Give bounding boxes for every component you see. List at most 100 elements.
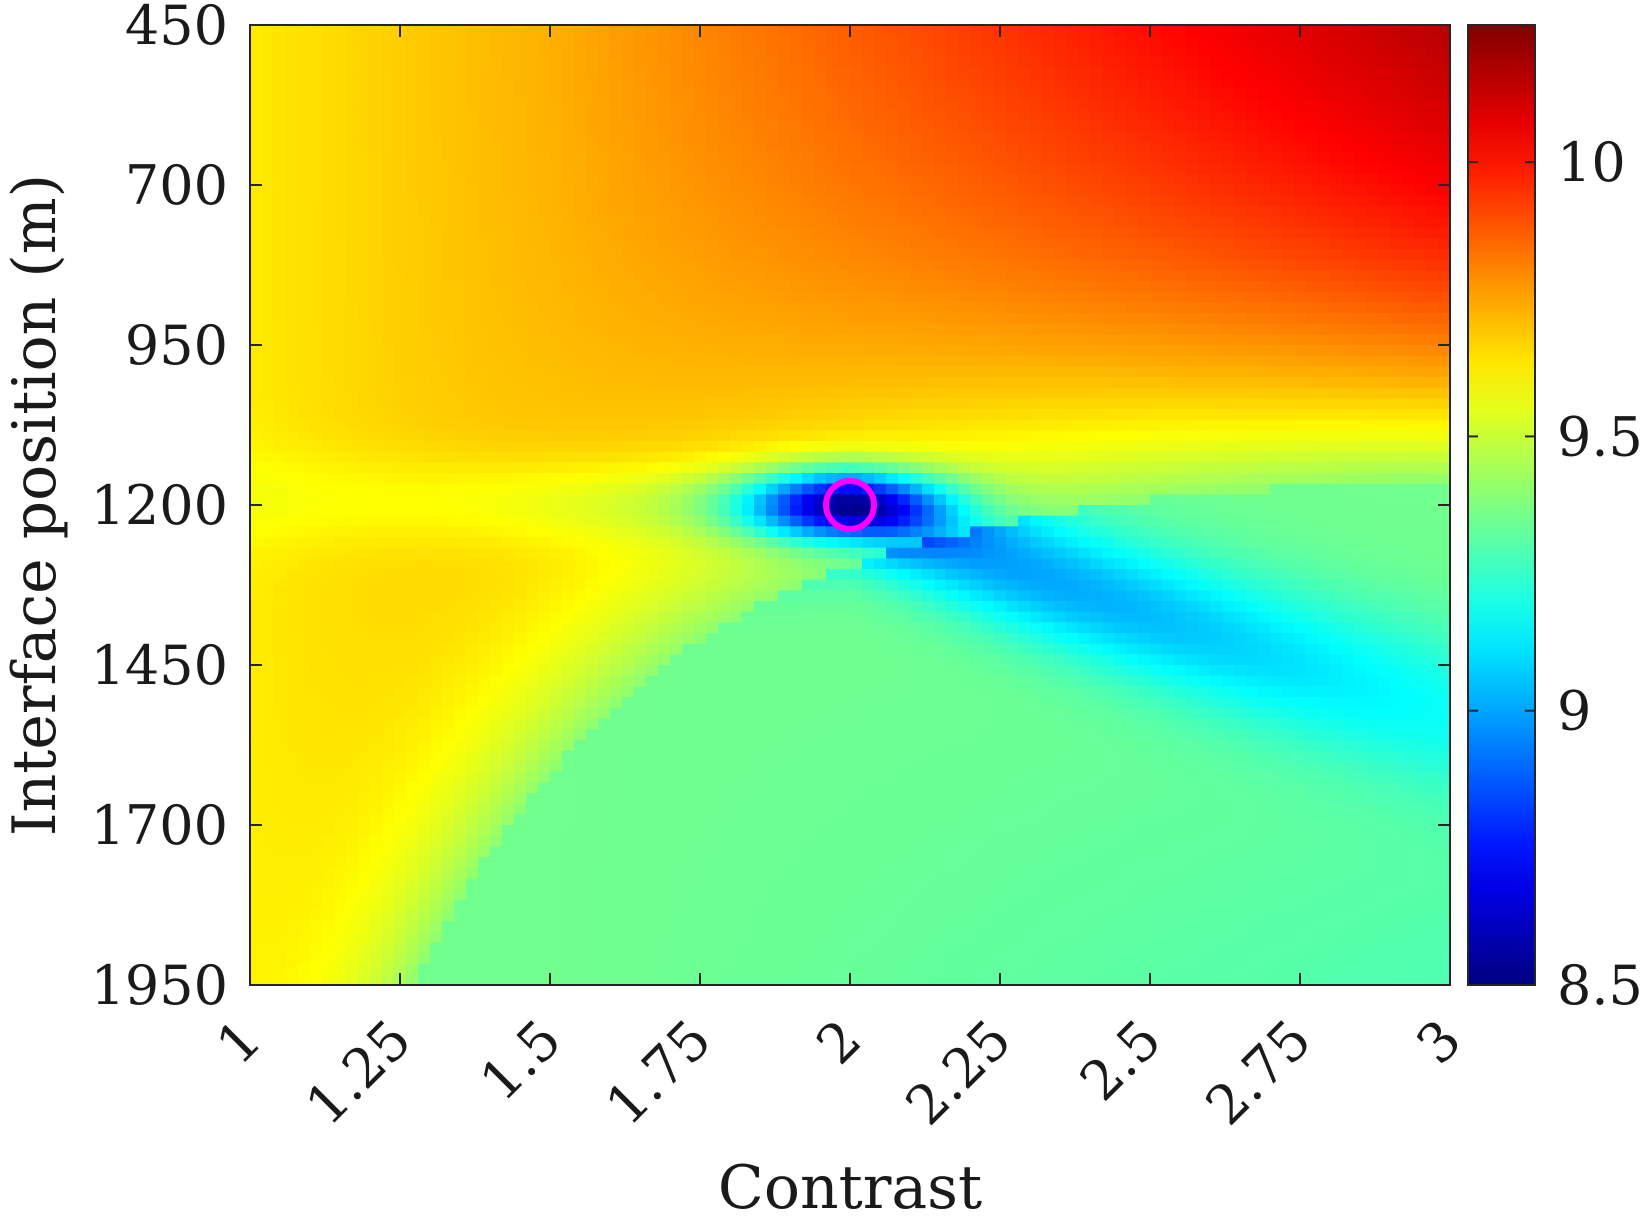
heatmap-cell (718, 57, 731, 69)
heatmap-cell (622, 313, 635, 325)
heatmap-cell (1426, 473, 1439, 485)
heatmap-cell (1402, 377, 1415, 389)
heatmap-cell (874, 249, 887, 261)
heatmap-cell (274, 259, 287, 271)
heatmap-cell (610, 46, 623, 58)
heatmap-cell (1018, 505, 1031, 517)
heatmap-cell (262, 131, 275, 143)
heatmap-cell (1150, 227, 1163, 239)
heatmap-cell (1066, 67, 1079, 79)
heatmap-cell (766, 313, 779, 325)
heatmap-cell (1018, 249, 1031, 261)
heatmap-cell (958, 78, 971, 90)
heatmap-cell (1174, 270, 1187, 282)
heatmap-cell (862, 238, 875, 250)
heatmap-cell (778, 483, 791, 495)
heatmap-cell (754, 249, 767, 261)
heatmap-cell (1258, 163, 1271, 175)
heatmap-cell (1270, 206, 1283, 218)
heatmap-cell (562, 302, 575, 314)
heatmap-cell (262, 430, 275, 442)
heatmap-cell (766, 302, 779, 314)
heatmap-cell (442, 259, 455, 271)
heatmap-cell (1366, 238, 1379, 250)
heatmap-cell (922, 377, 935, 389)
heatmap-cell (886, 483, 899, 495)
heatmap-cell (586, 419, 599, 431)
heatmap-cell (538, 89, 551, 101)
heatmap-cell (298, 334, 311, 346)
heatmap-cell (706, 142, 719, 154)
heatmap-cell (634, 174, 647, 186)
heatmap-cell (586, 462, 599, 474)
heatmap-cell (1414, 409, 1427, 421)
heatmap-cell (418, 398, 431, 410)
heatmap-cell (1294, 153, 1307, 165)
heatmap-cell (406, 99, 419, 111)
heatmap-cell (562, 515, 575, 527)
heatmap-cell (1246, 366, 1259, 378)
heatmap-cell (286, 185, 299, 197)
heatmap-cell (1162, 419, 1175, 431)
heatmap-cell (1018, 163, 1031, 175)
heatmap-cell (1342, 430, 1355, 442)
heatmap-cell (598, 46, 611, 58)
heatmap-cell (1378, 366, 1391, 378)
heatmap-cell (1426, 334, 1439, 346)
heatmap-cell (910, 217, 923, 229)
heatmap-cell (430, 206, 443, 218)
heatmap-cell (850, 142, 863, 154)
heatmap-cell (1006, 110, 1019, 122)
heatmap-cell (1414, 505, 1427, 517)
heatmap-cell (1354, 366, 1367, 378)
heatmap-cell (1234, 185, 1247, 197)
heatmap-cell (898, 419, 911, 431)
heatmap-cell (838, 67, 851, 79)
heatmap-cell (1114, 419, 1127, 431)
heatmap-cell (646, 419, 659, 431)
heatmap-cell (958, 505, 971, 517)
heatmap-cell (1126, 131, 1139, 143)
heatmap-cell (850, 537, 863, 549)
heatmap-cell (274, 110, 287, 122)
heatmap-cell (514, 462, 527, 474)
heatmap-cell (394, 259, 407, 271)
heatmap-cell (1210, 334, 1223, 346)
heatmap-cell (370, 398, 383, 410)
heatmap-cell (370, 78, 383, 90)
heatmap-cell (502, 185, 515, 197)
heatmap-cell (1378, 174, 1391, 186)
heatmap-cell (1198, 238, 1211, 250)
heatmap-cell (1258, 110, 1271, 122)
heatmap-cell (898, 110, 911, 122)
heatmap-cell (658, 355, 671, 367)
heatmap-cell (730, 153, 743, 165)
heatmap-cell (358, 494, 371, 506)
heatmap-cell (826, 35, 839, 47)
heatmap-cell (970, 451, 983, 463)
heatmap-cell (970, 25, 983, 37)
heatmap-cell (1390, 249, 1403, 261)
heatmap-cell (550, 323, 563, 335)
heatmap-cell (1330, 121, 1343, 133)
heatmap-cell (670, 451, 683, 463)
heatmap-cell (406, 89, 419, 101)
heatmap-cell (1174, 121, 1187, 133)
heatmap-cell (1102, 302, 1115, 314)
heatmap-cell (538, 131, 551, 143)
heatmap-cell (982, 302, 995, 314)
heatmap-cell (898, 515, 911, 527)
heatmap-cell (682, 366, 695, 378)
heatmap-cell (694, 430, 707, 442)
heatmap-cell (1150, 409, 1163, 421)
heatmap-cell (1186, 99, 1199, 111)
heatmap-cell (1282, 217, 1295, 229)
heatmap-cell (1330, 46, 1343, 58)
heatmap-cell (1426, 291, 1439, 303)
heatmap-cell (706, 57, 719, 69)
heatmap-cell (418, 110, 431, 122)
heatmap-cell (946, 195, 959, 207)
heatmap-cell (1366, 462, 1379, 474)
heatmap-cell (1222, 409, 1235, 421)
heatmap-cell (1282, 227, 1295, 239)
